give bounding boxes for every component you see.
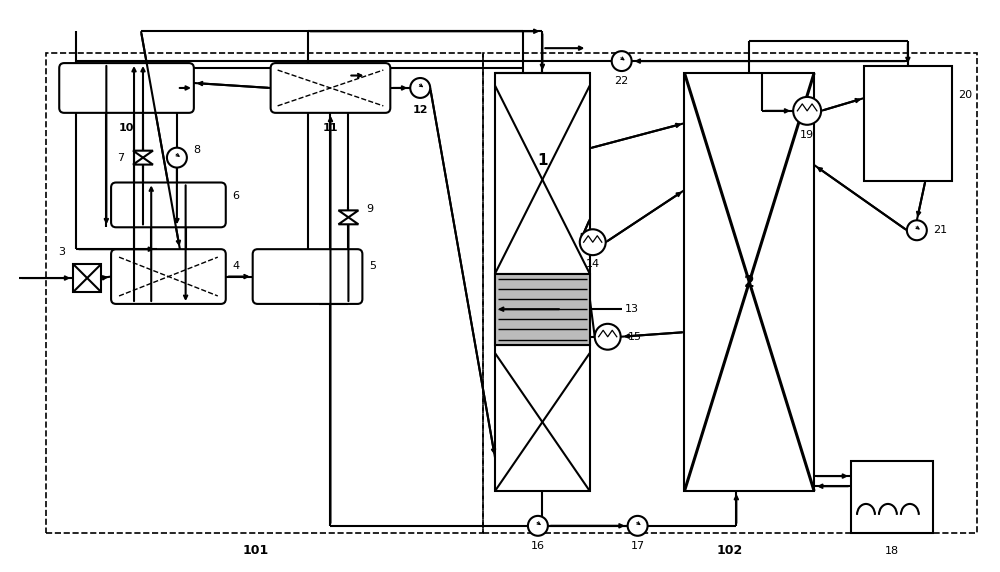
FancyBboxPatch shape	[111, 249, 226, 304]
Text: 5: 5	[369, 261, 376, 271]
Text: 101: 101	[243, 544, 269, 557]
Circle shape	[528, 516, 548, 536]
Bar	[495, 273, 590, 345]
Text: 22: 22	[615, 76, 629, 86]
Text: 3: 3	[58, 247, 65, 257]
Circle shape	[793, 97, 821, 125]
Text: 7: 7	[117, 153, 125, 162]
Bar	[851, 461, 933, 533]
Polygon shape	[133, 158, 153, 165]
Text: 14: 14	[586, 259, 600, 269]
Bar	[495, 273, 590, 345]
Polygon shape	[133, 150, 153, 158]
Circle shape	[612, 51, 632, 71]
Circle shape	[628, 516, 648, 536]
Polygon shape	[338, 210, 358, 217]
Text: 21: 21	[933, 225, 947, 235]
FancyBboxPatch shape	[271, 63, 390, 113]
Text: 4: 4	[233, 261, 240, 271]
FancyBboxPatch shape	[111, 182, 226, 227]
Text: 6: 6	[233, 191, 240, 201]
Polygon shape	[338, 217, 358, 224]
Text: 20: 20	[958, 90, 972, 100]
Bar	[73, 264, 101, 292]
Text: 11: 11	[323, 123, 338, 133]
Text: 8: 8	[193, 145, 200, 154]
Text: 19: 19	[800, 130, 814, 140]
Text: 15: 15	[628, 332, 642, 341]
Text: 17: 17	[631, 541, 645, 551]
Circle shape	[580, 229, 606, 255]
Text: 2: 2	[744, 275, 755, 289]
Text: 10: 10	[119, 123, 134, 133]
Circle shape	[167, 148, 187, 168]
FancyBboxPatch shape	[253, 249, 362, 304]
Bar	[864, 66, 952, 181]
FancyBboxPatch shape	[59, 63, 194, 113]
Text: 9: 9	[366, 204, 373, 214]
Circle shape	[595, 324, 621, 349]
Bar	[46, 53, 483, 533]
Bar	[684, 73, 814, 491]
Circle shape	[410, 78, 430, 98]
Text: 18: 18	[885, 546, 899, 556]
Bar	[495, 73, 590, 491]
Text: 102: 102	[716, 544, 742, 557]
Text: 13: 13	[625, 304, 639, 314]
Text: 1: 1	[537, 153, 548, 168]
Text: 16: 16	[531, 541, 545, 551]
Circle shape	[907, 220, 927, 240]
Text: 12: 12	[412, 105, 428, 115]
Bar	[483, 53, 977, 533]
